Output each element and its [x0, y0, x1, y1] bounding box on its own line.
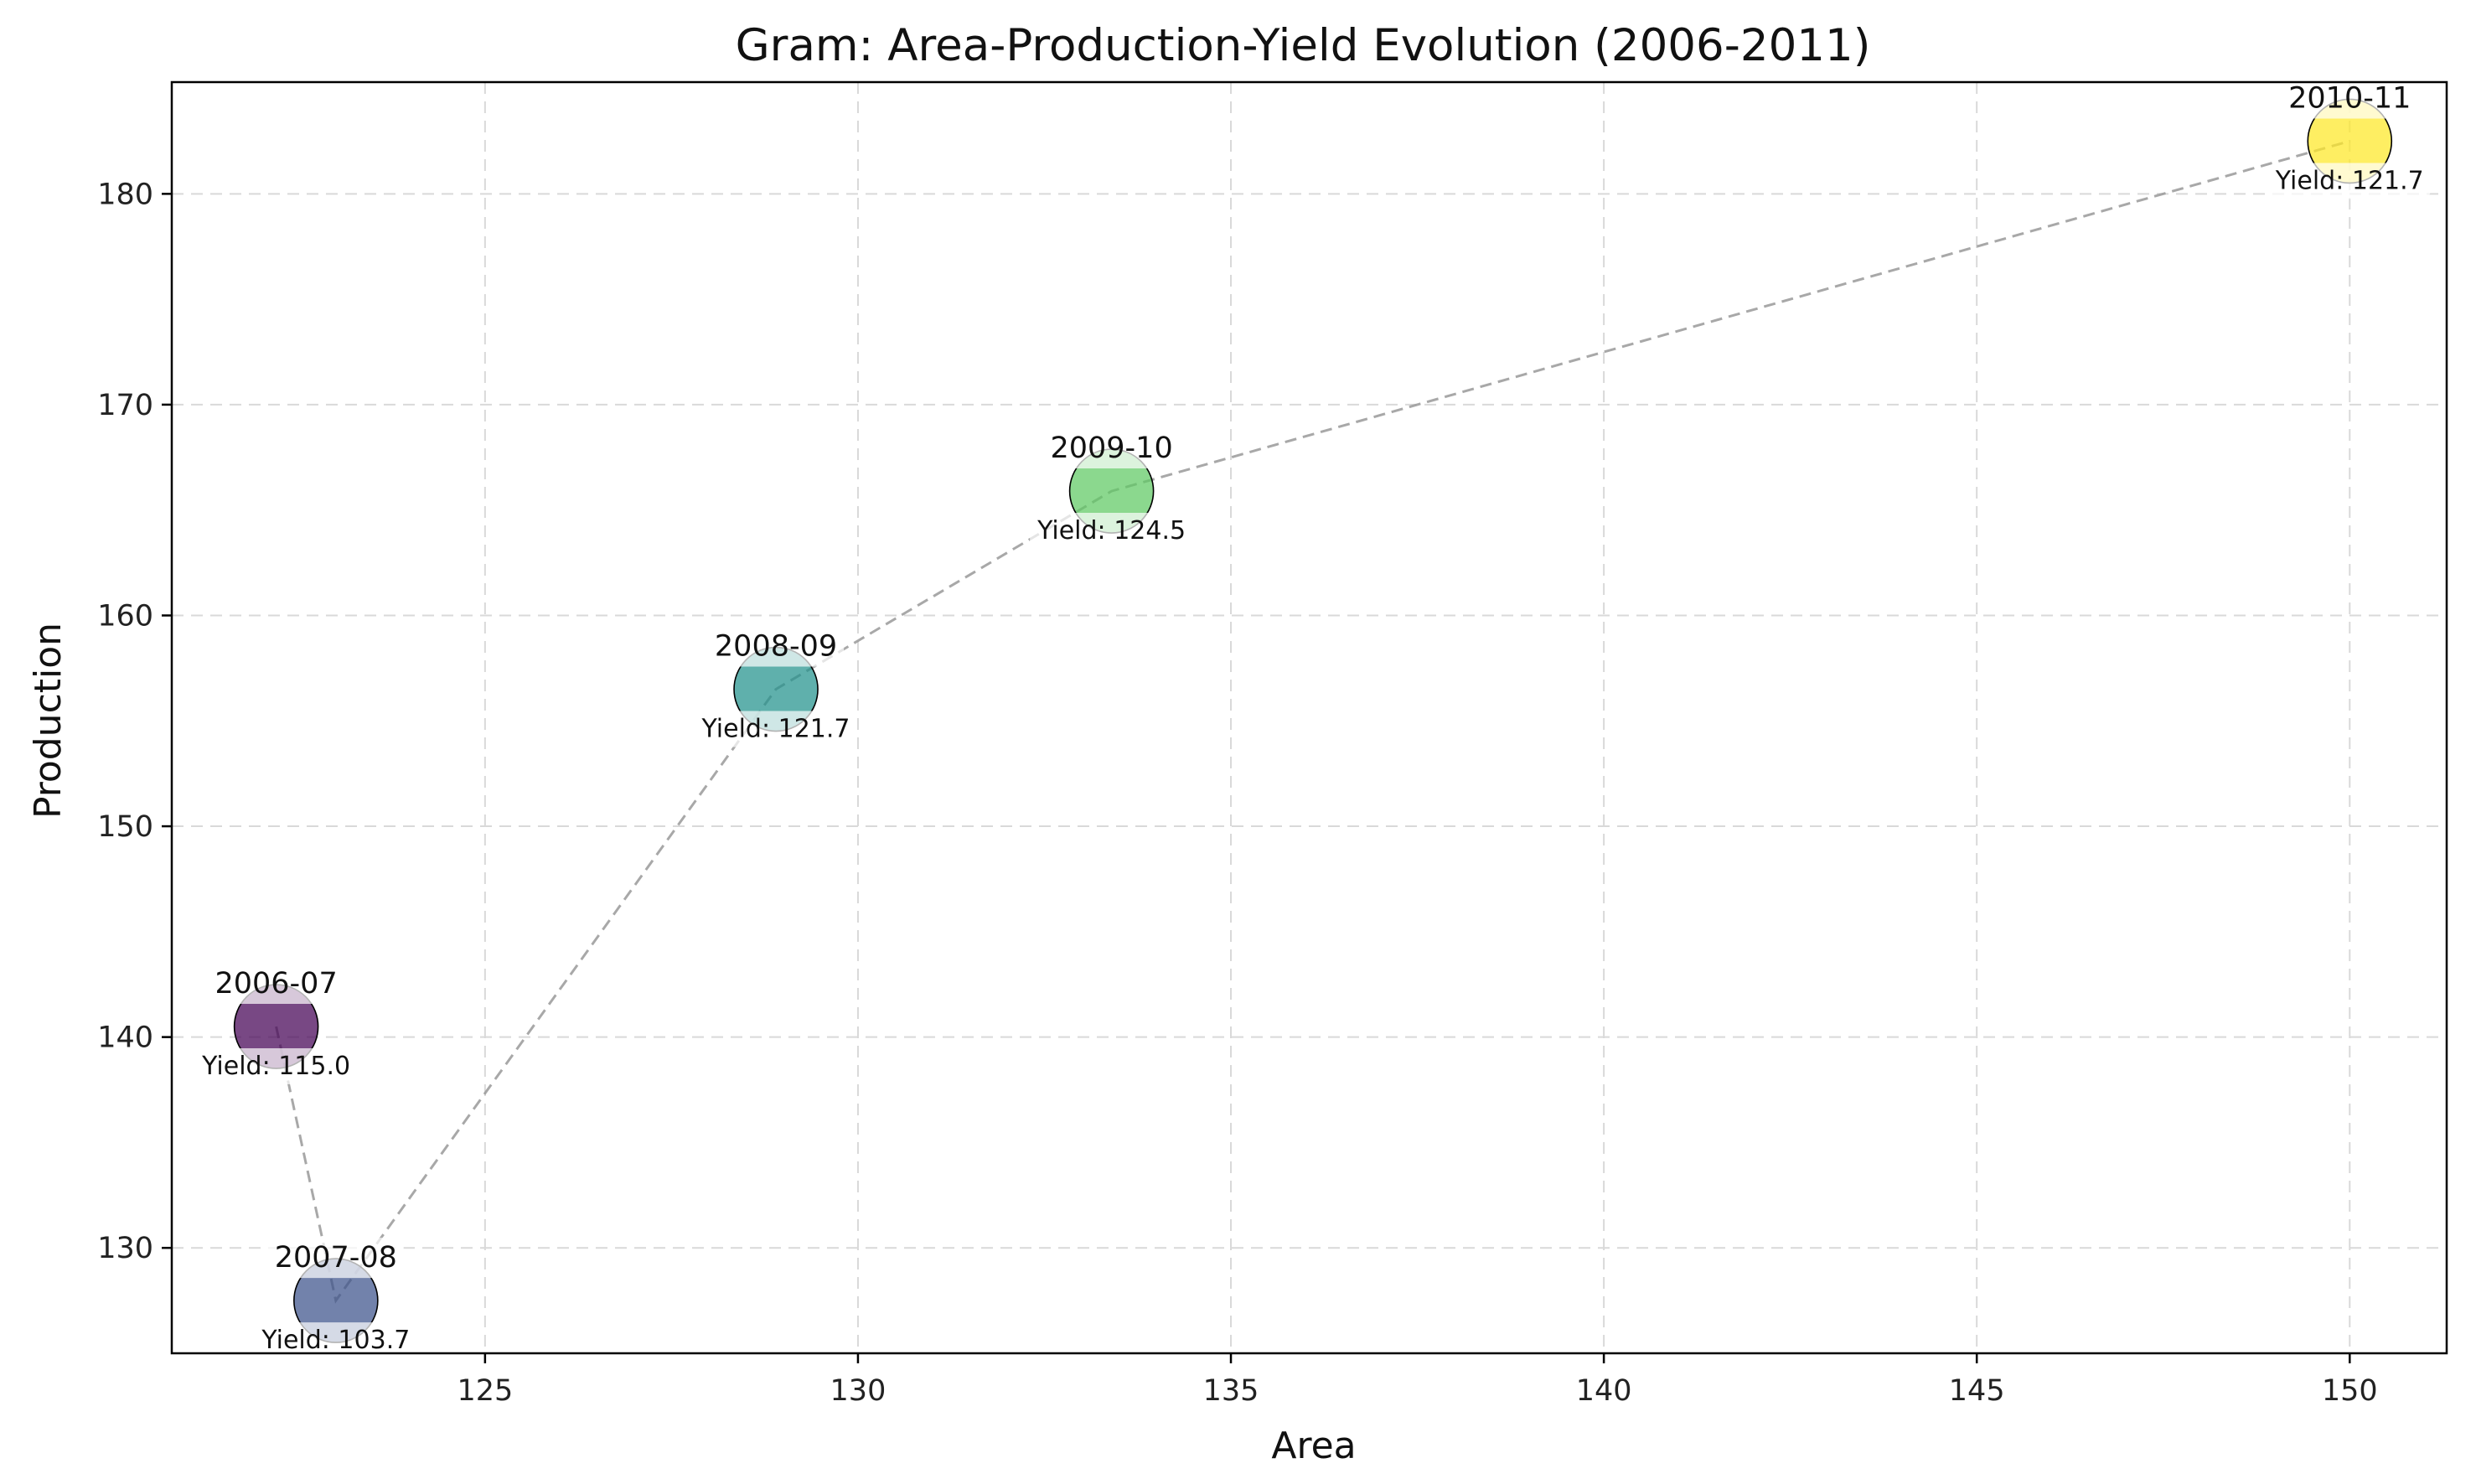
point-year-label: 2006-07 [215, 967, 337, 1001]
point-yield-label-bg [694, 711, 857, 747]
point-year-label-bg [1043, 428, 1180, 469]
point-year-label: 2007-08 [275, 1241, 397, 1275]
x-axis-ticks: 125 130 135 140 145 150 [457, 1353, 2378, 1408]
point-year-label: 2008-09 [715, 630, 837, 664]
point-yield-label: Yield: 115.0 [201, 1052, 350, 1081]
x-axis-label: Area [1271, 1425, 1356, 1467]
x-tick-label: 150 [2322, 1374, 2378, 1408]
point-yield-label: Yield: 121.7 [2275, 166, 2424, 195]
point-yield-label-bg [1030, 513, 1193, 550]
point-year-label-bg [707, 626, 845, 667]
point-labels: 2006-07 Yield: 115.0 2007-08 Yield: 103.7 20… [194, 78, 2431, 1359]
y-tick-label: 180 [97, 178, 153, 211]
point-yield-label-bg [2267, 163, 2431, 199]
x-tick-label: 125 [457, 1374, 513, 1408]
point-year-label-bg [208, 964, 344, 1005]
point-yield-label: Yield: 121.7 [701, 715, 850, 744]
point-year-label-bg [267, 1238, 404, 1279]
y-tick-label: 150 [97, 810, 153, 844]
point-year-label: 2009-10 [1050, 432, 1172, 465]
x-tick-label: 135 [1203, 1374, 1259, 1408]
plot-area-frame [170, 80, 2448, 1355]
chart-title: Gram: Area-Production-Yield Evolution (2… [736, 20, 1871, 71]
point-yield-label: Yield: 124.5 [1036, 516, 1186, 546]
y-axis-label: Production [27, 623, 70, 819]
y-tick-label: 170 [97, 389, 153, 422]
x-tick-label: 145 [1949, 1374, 2005, 1408]
y-axis-ticks: 130 140 150 160 170 180 [97, 178, 172, 1265]
x-tick-label: 140 [1576, 1374, 1632, 1408]
y-tick-label: 140 [97, 1021, 153, 1055]
y-tick-label: 160 [97, 599, 153, 633]
x-tick-label: 130 [830, 1374, 887, 1408]
point-yield-label: Yield: 103.7 [261, 1326, 410, 1355]
grid [172, 82, 2447, 1353]
point-yield-label-bg [254, 1322, 417, 1359]
point-year-label-bg [2282, 78, 2418, 119]
y-tick-label: 130 [97, 1232, 153, 1265]
point-yield-label-bg [194, 1048, 358, 1085]
point-year-label: 2010-11 [2288, 81, 2411, 115]
